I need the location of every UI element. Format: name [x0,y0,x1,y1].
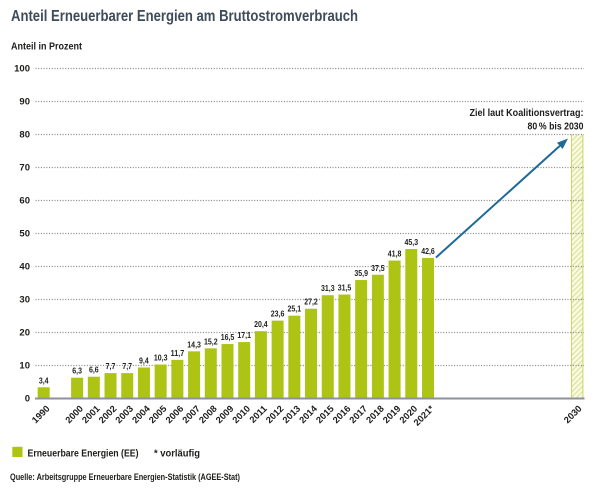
svg-text:11,7: 11,7 [171,348,185,358]
svg-text:Anteil Erneuerbarer Energien a: Anteil Erneuerbarer Energien am Bruttost… [11,8,358,25]
svg-text:35,9: 35,9 [354,268,368,278]
svg-text:42,6: 42,6 [421,246,435,256]
svg-text:27,2: 27,2 [304,297,318,307]
svg-text:31,5: 31,5 [338,283,352,293]
svg-text:31,3: 31,3 [321,283,335,293]
svg-text:40: 40 [19,262,30,273]
svg-text:6,6: 6,6 [89,365,99,375]
svg-text:10: 10 [19,361,30,372]
svg-text:16,5: 16,5 [221,332,235,342]
svg-text:60: 60 [19,196,30,207]
svg-text:20: 20 [19,328,30,339]
svg-text:Erneuerbare Energien (EE): Erneuerbare Energien (EE) [28,448,139,460]
svg-text:* vorläufig: * vorläufig [154,448,200,460]
svg-text:3,4: 3,4 [39,375,49,385]
svg-text:Anteil in Prozent: Anteil in Prozent [11,42,83,53]
svg-text:37,5: 37,5 [371,263,385,273]
svg-text:Ziel laut Koalitionsvertrag:: Ziel laut Koalitionsvertrag: [470,107,584,119]
svg-text:7,7: 7,7 [106,361,116,371]
svg-text:15,2: 15,2 [204,336,218,346]
svg-text:45,3: 45,3 [405,237,419,247]
svg-text:23,6: 23,6 [271,309,285,319]
svg-text:14,3: 14,3 [187,339,201,349]
svg-text:80: 80 [19,130,30,141]
svg-text:20,4: 20,4 [254,319,268,329]
svg-text:6,3: 6,3 [72,366,82,376]
svg-text:Quelle: Arbeitsgruppe Erneuerb: Quelle: Arbeitsgruppe Erneuerbare Energi… [10,472,240,482]
svg-text:80 % bis 2030: 80 % bis 2030 [528,121,584,133]
svg-text:0: 0 [25,394,30,405]
svg-text:50: 50 [19,229,30,240]
svg-text:25,1: 25,1 [288,304,302,314]
svg-text:70: 70 [19,163,30,174]
svg-text:41,8: 41,8 [388,249,402,259]
svg-text:30: 30 [19,295,30,306]
svg-text:100: 100 [14,64,30,75]
svg-text:10,3: 10,3 [154,353,168,363]
svg-text:17,1: 17,1 [237,330,251,340]
svg-text:9,4: 9,4 [139,356,149,366]
svg-text:90: 90 [19,97,30,108]
svg-text:7,7: 7,7 [122,361,132,371]
